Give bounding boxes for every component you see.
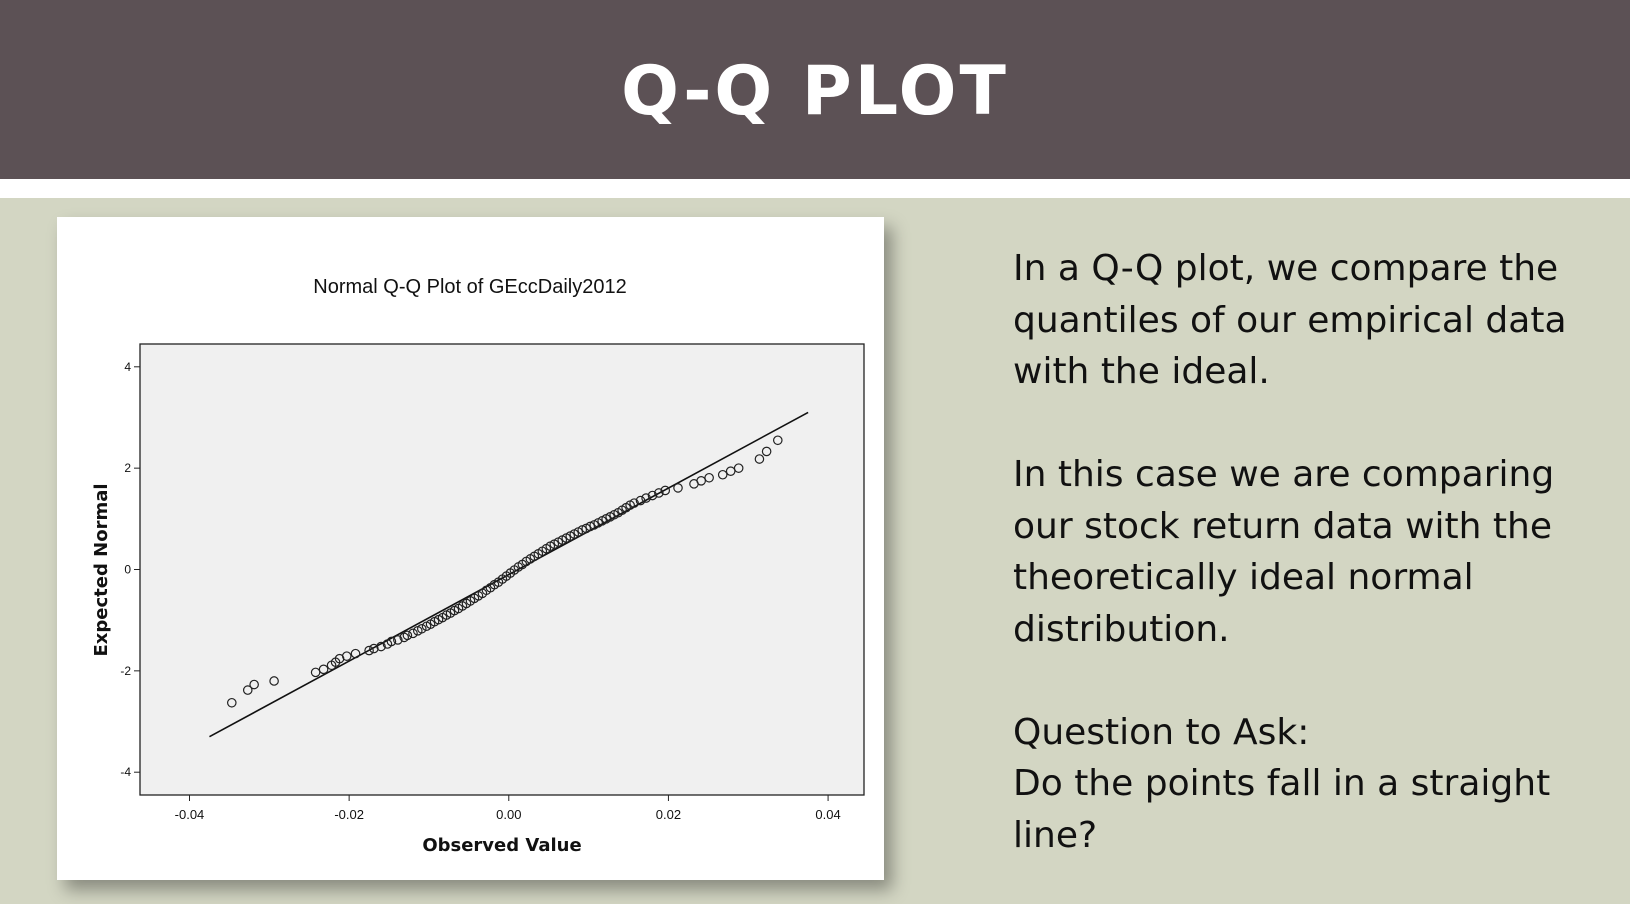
data-point [242,685,253,695]
data-point [654,488,664,498]
body-text-line: with the ideal. [1013,351,1270,392]
body-text-line: distribution. [1013,608,1230,650]
body-text-line: In this case we are comparing [1013,454,1555,495]
y-tick-label: -2 [120,664,131,678]
data-point [310,667,321,678]
plot-area [139,343,865,796]
body-text-line: quantiles of our empirical data [1013,299,1567,341]
body-text-line: Question to Ask: [1013,711,1310,753]
body-text-line: In a Q-Q plot, we compare the [1013,248,1559,289]
data-point [369,643,379,654]
data-point [350,648,361,659]
x-tick-label: -0.04 [175,807,205,822]
x-tick-label: -0.02 [334,807,364,822]
body-paragraph: In a Q-Q plot, we compare the quantiles o… [1013,243,1613,398]
data-point [725,466,736,476]
data-point [660,485,671,496]
body-paragraph: Question to Ask: Do the points fall in a … [1013,707,1613,862]
y-axis-ticks: 4 2 0 -2 -4 [120,360,140,779]
y-axis-label: Expected Normal [91,483,112,656]
slide-body-text: In a Q-Q plot, we compare the quantiles o… [1013,243,1613,861]
data-point [386,636,397,647]
data-point [696,476,706,486]
data-point [269,676,279,686]
data-point [717,469,728,480]
data-point [577,525,588,535]
data-point [629,498,639,508]
data-point [635,495,646,506]
data-point [754,454,765,464]
x-axis-ticks: -0.04 -0.02 0.00 0.02 0.04 [175,795,841,822]
data-points [226,435,783,708]
y-tick-label: -4 [120,765,131,779]
slide-header: Q-Q PLOT [0,0,1630,179]
data-point [408,628,418,639]
body-text-line: line? [1013,814,1098,856]
data-point [761,446,772,457]
data-point [704,472,714,483]
data-point [376,641,386,652]
qq-plot-chart: Normal Q-Q Plot of GEccDaily2012 4 2 0 -2 -4… [91,276,865,856]
x-tick-label: 0.00 [496,807,521,822]
data-point [733,463,744,473]
body-paragraph: In this case we are comparing our stock r… [1013,449,1613,655]
body-text-line: Do the points fall in a straight [1013,763,1551,804]
data-point [318,664,329,675]
data-point [402,630,413,641]
slide-title: Q-Q PLOT [621,52,1009,131]
data-point [641,493,651,503]
body-text-line: theoretically ideal normal [1013,557,1474,598]
body-text-line: our stock return data with the [1013,505,1553,547]
data-point [416,623,427,634]
y-tick-label: 2 [124,461,131,475]
x-axis-label: Observed Value [422,835,581,856]
x-tick-label: 0.04 [815,807,840,822]
chart-card: Normal Q-Q Plot of GEccDaily2012 4 2 0 -2 -4… [57,217,884,880]
y-tick-label: 0 [124,563,131,577]
chart-title: Normal Q-Q Plot of GEccDaily2012 [313,276,626,298]
data-point [673,483,683,493]
data-point [249,679,259,690]
data-point [585,521,596,532]
y-tick-label: 4 [124,360,131,374]
data-point [647,490,658,501]
data-point [364,645,374,656]
data-point [226,697,237,708]
reference-line [209,411,809,738]
x-tick-label: 0.02 [656,807,681,822]
data-point [772,435,783,446]
data-point [393,635,403,645]
header-divider [0,179,1630,198]
data-point [341,651,352,661]
